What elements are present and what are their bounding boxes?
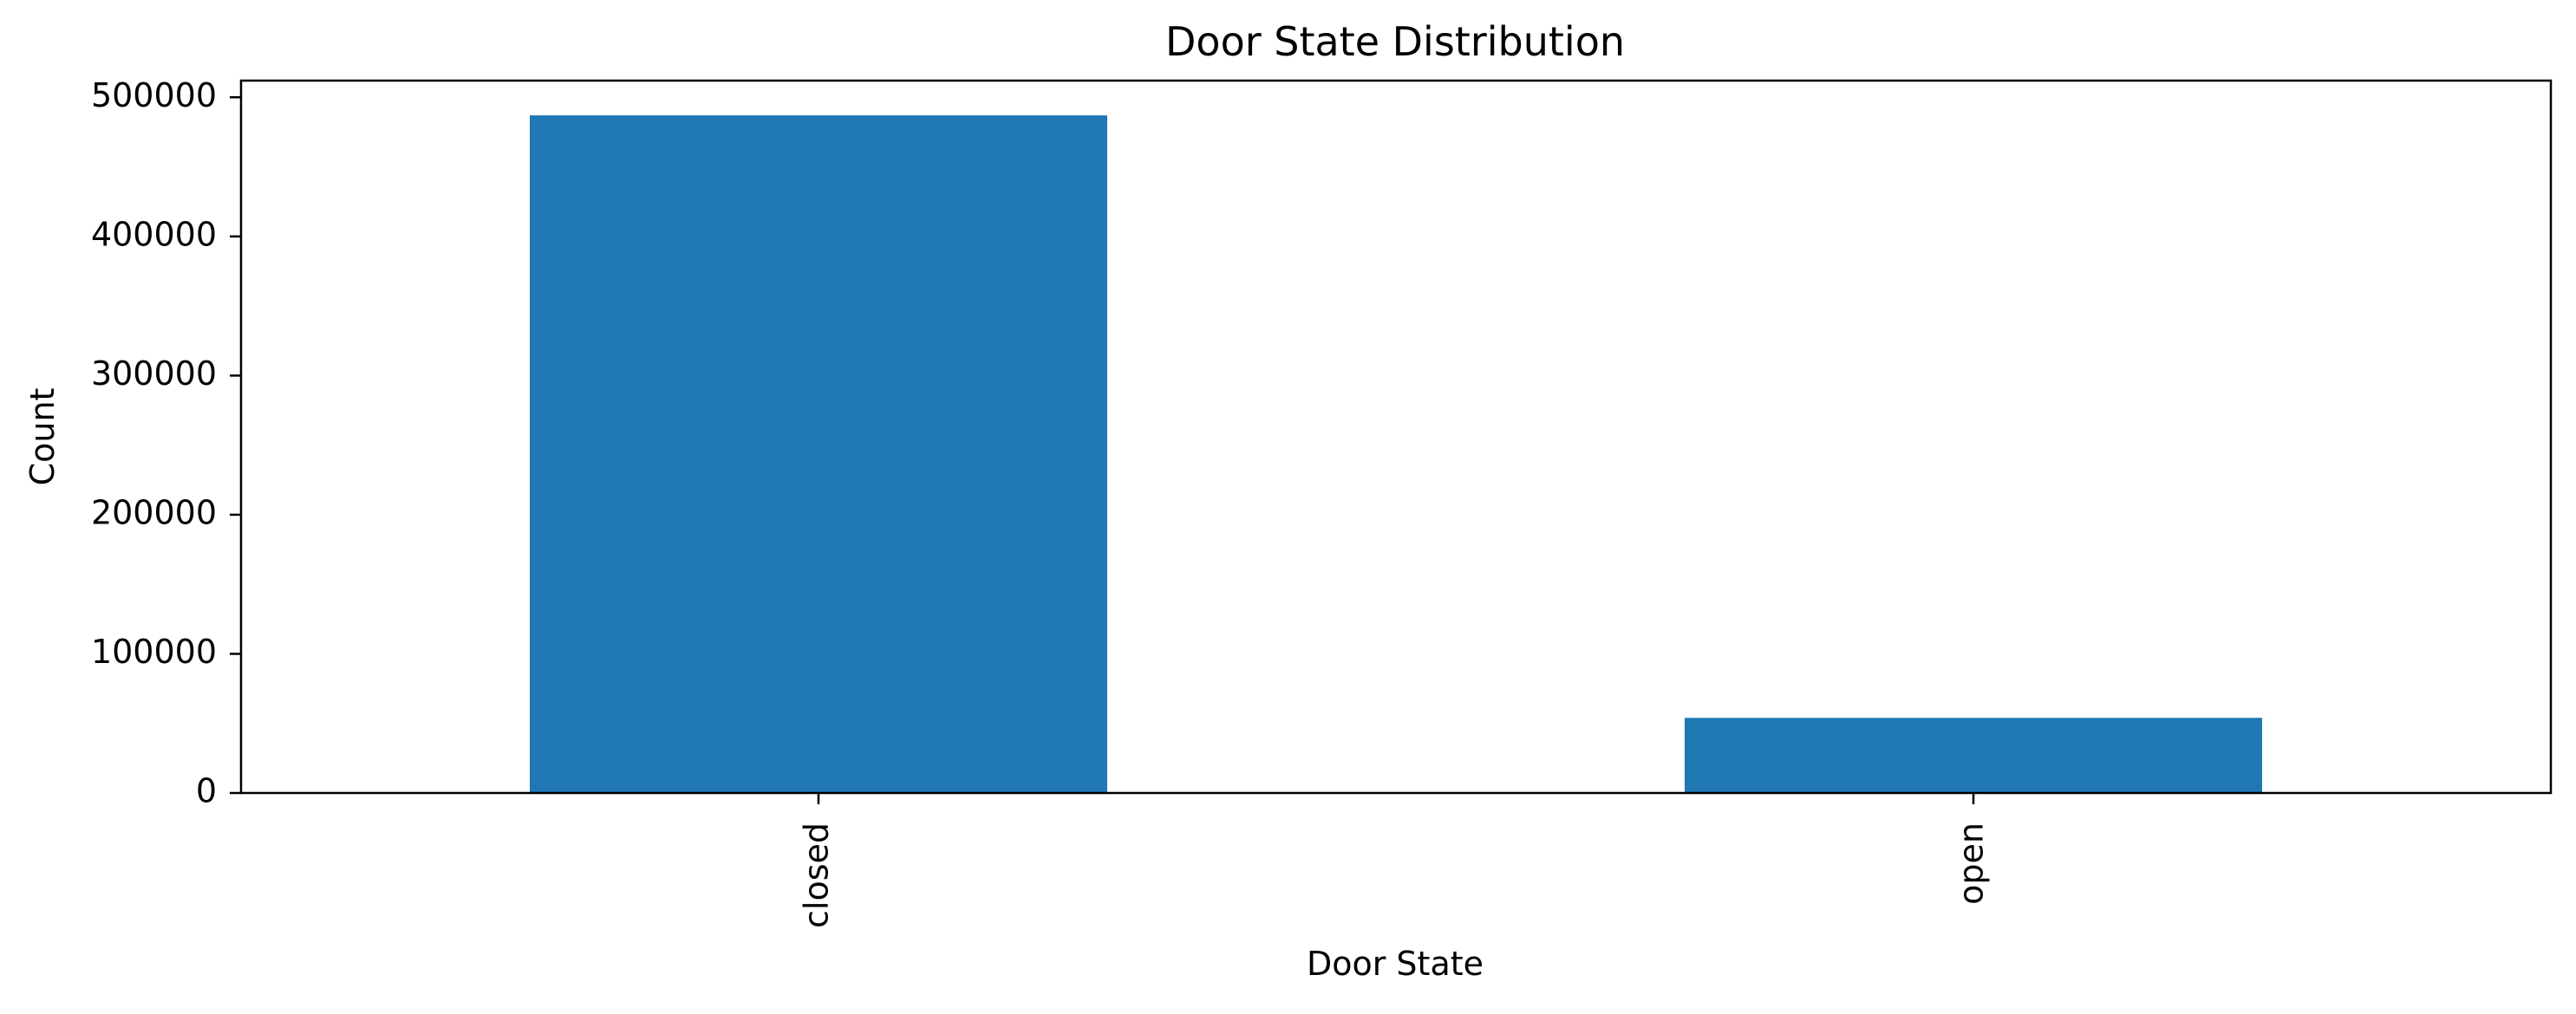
y-axis-label: Count — [23, 388, 62, 486]
y-axis: 0 100000 200000 300000 400000 500000 — [91, 76, 241, 810]
plot-frame — [239, 79, 2553, 795]
x-tick-label: open — [1953, 822, 1991, 905]
y-tick-label: 200000 — [91, 493, 217, 531]
bar-closed — [530, 115, 1107, 793]
y-tick-label: 300000 — [91, 354, 217, 393]
y-tick-label: 0 — [196, 772, 217, 810]
y-tick-label: 500000 — [91, 76, 217, 114]
x-tick-label: closed — [798, 822, 836, 928]
y-tick-label: 100000 — [91, 633, 217, 671]
bars-group — [530, 115, 2262, 793]
chart-title: Door State Distribution — [1165, 18, 1625, 65]
x-axis-label: Door State — [1307, 945, 1484, 983]
bar-open — [1685, 718, 2262, 793]
x-axis: closed open — [798, 793, 1991, 928]
y-tick-label: 400000 — [91, 215, 217, 253]
